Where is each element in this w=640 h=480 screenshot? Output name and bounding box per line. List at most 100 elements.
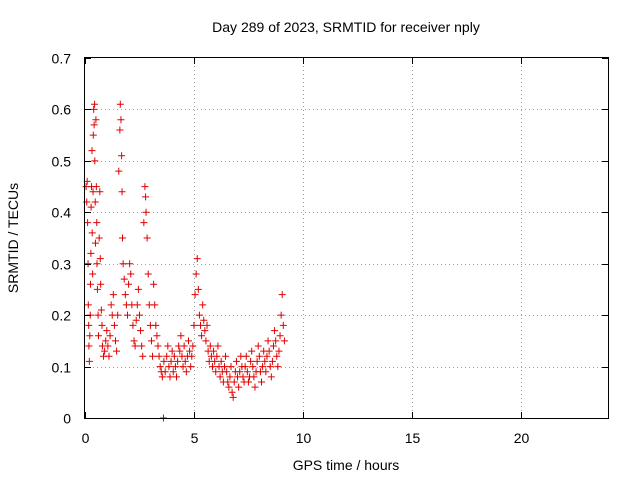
data-point [89, 270, 97, 278]
data-point [127, 270, 135, 278]
data-point [156, 363, 164, 371]
data-point [203, 321, 211, 329]
data-point [142, 208, 150, 216]
data-point [92, 116, 100, 124]
data-point [137, 327, 145, 335]
data-point [227, 363, 235, 371]
data-point [91, 100, 99, 108]
data-point [192, 270, 200, 278]
data-point [247, 357, 255, 365]
data-point [121, 291, 129, 299]
data-point [176, 347, 184, 355]
y-tick-label: 0.5 [52, 154, 72, 170]
x-axis-label: GPS time / hours [293, 457, 400, 473]
data-point [115, 167, 123, 175]
data-point [158, 373, 166, 381]
data-point [223, 368, 231, 376]
data-point [173, 373, 181, 381]
data-point [94, 311, 102, 319]
chart-title: Day 289 of 2023, SRMTID for receiver npl… [212, 19, 480, 35]
data-point [224, 378, 232, 386]
x-tick-labels: 0 5 10 15 20 [82, 430, 530, 446]
data-point [134, 285, 142, 293]
data-point [85, 357, 93, 365]
data-point [254, 342, 262, 350]
data-point [263, 352, 271, 360]
data-point [272, 337, 280, 345]
data-point [271, 327, 279, 335]
data-point [228, 388, 236, 396]
x-tick-label: 15 [405, 430, 421, 446]
data-point [275, 347, 283, 355]
data-point [180, 342, 188, 350]
data-point [88, 229, 96, 237]
data-point [105, 352, 113, 360]
data-point [200, 316, 208, 324]
data-point [276, 332, 284, 340]
data-point [253, 357, 261, 365]
data-point [138, 342, 146, 350]
data-point [129, 321, 137, 329]
data-point [195, 311, 203, 319]
data-point [86, 280, 94, 288]
data-point [213, 352, 221, 360]
data-points [82, 100, 288, 422]
data-point [222, 352, 230, 360]
data-point [208, 363, 216, 371]
data-point [163, 352, 171, 360]
data-point [177, 332, 185, 340]
data-point [118, 188, 126, 196]
data-point [118, 234, 126, 242]
grid-lines [85, 58, 608, 418]
data-point [188, 352, 196, 360]
data-point [226, 373, 234, 381]
data-point [259, 363, 267, 371]
data-point [135, 311, 143, 319]
data-point [160, 357, 168, 365]
data-point [153, 332, 161, 340]
data-point [126, 260, 134, 268]
data-point [251, 383, 259, 391]
x-tick-label: 0 [82, 430, 90, 446]
data-point [262, 368, 270, 376]
data-point [144, 270, 152, 278]
y-axis-label: SRMTID / TECUs [5, 183, 21, 293]
y-tick-label: 0.4 [52, 205, 72, 221]
data-point [147, 337, 155, 345]
data-point [181, 357, 189, 365]
data-point [141, 183, 149, 191]
data-point [267, 373, 275, 381]
data-point [171, 363, 179, 371]
data-point [143, 234, 151, 242]
data-point [84, 219, 92, 227]
data-point [206, 342, 214, 350]
data-point [164, 342, 172, 350]
data-point [95, 234, 103, 242]
data-point [250, 373, 258, 381]
data-point [198, 332, 206, 340]
data-point [125, 280, 133, 288]
data-point [85, 321, 93, 329]
data-point [187, 363, 195, 371]
data-point [152, 321, 160, 329]
data-point [142, 193, 150, 201]
data-point [140, 219, 148, 227]
data-point [96, 255, 104, 263]
data-point [123, 311, 131, 319]
data-point [235, 383, 243, 391]
data-point [95, 332, 103, 340]
data-point [261, 357, 269, 365]
data-point [91, 157, 99, 165]
data-point [249, 363, 257, 371]
data-point [274, 363, 282, 371]
data-point [194, 285, 202, 293]
data-point [202, 337, 210, 345]
y-tick-label: 0.7 [52, 51, 72, 67]
data-point [119, 260, 127, 268]
x-tick-label: 5 [191, 430, 199, 446]
data-point [212, 368, 220, 376]
y-tick-label: 0.1 [52, 360, 72, 376]
data-point [210, 347, 218, 355]
data-point [279, 321, 287, 329]
